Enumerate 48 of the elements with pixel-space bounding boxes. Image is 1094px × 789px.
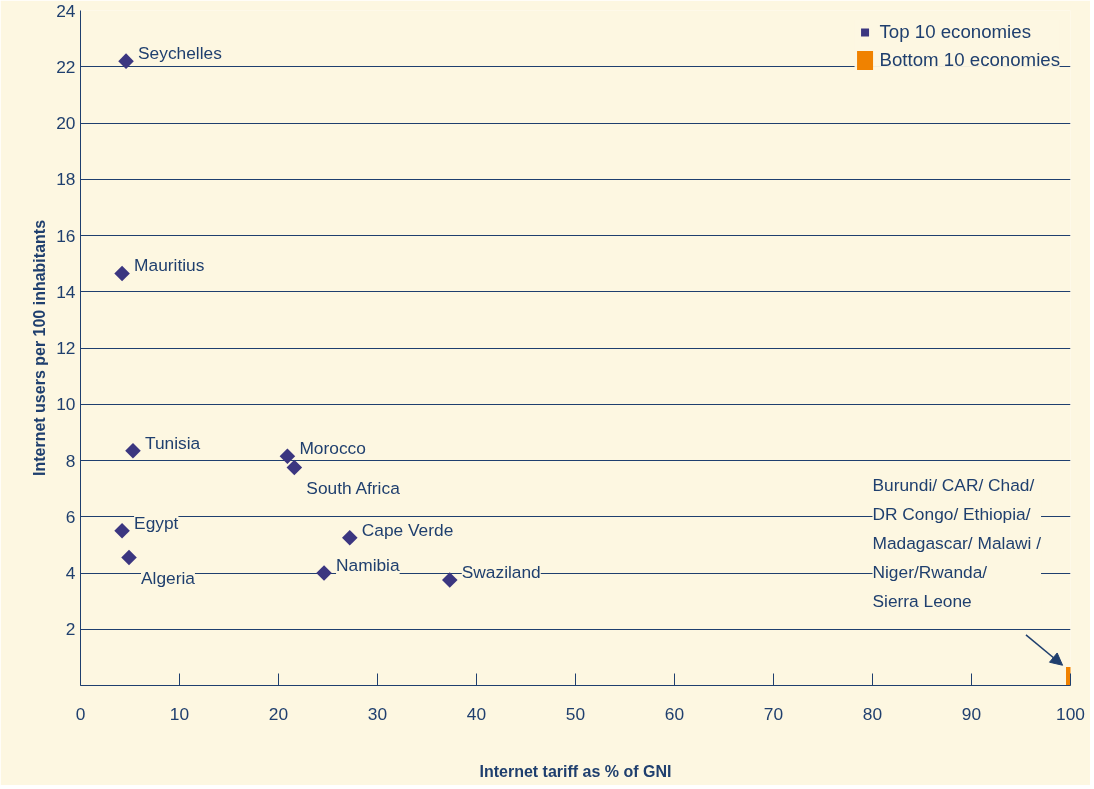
x-tick-label: 30 xyxy=(367,703,388,724)
annotation: South Africa xyxy=(306,477,401,498)
annotation: Cape Verde xyxy=(361,519,454,540)
x-tick-label: 70 xyxy=(763,703,784,724)
y-tick-label: 14 xyxy=(56,281,76,302)
annotation: Seychelles xyxy=(138,43,223,64)
y-tick-label: 24 xyxy=(56,0,76,21)
point xyxy=(125,442,141,459)
point xyxy=(114,265,130,282)
x-tick-label: 60 xyxy=(664,703,685,724)
legend-label: Bottom 10 economies xyxy=(879,49,1060,71)
y-axis-title: Internet users per 100 inhabitants xyxy=(31,219,49,477)
y-tick-label: 22 xyxy=(56,56,76,77)
y-tick-label: 12 xyxy=(56,338,76,358)
annotation: Namibia xyxy=(336,555,400,575)
legend-label: Top 10 economies xyxy=(879,21,1031,43)
point xyxy=(316,565,332,581)
annotation: Burundi/ CAR/ Chad/ DR Congo/ Ethiopia/ Madagascar/ Malawi / Niger/Rwanda/ Sierra Leone xyxy=(872,475,1042,612)
x-tick-label: 10 xyxy=(169,703,190,724)
annotation: Swaziland xyxy=(461,562,541,583)
y-tick-label: 2 xyxy=(65,619,76,640)
y-tick-label: 20 xyxy=(56,113,76,133)
y-tick-label: 6 xyxy=(65,506,76,527)
annotation: Algeria xyxy=(141,567,196,588)
point xyxy=(121,549,137,566)
point xyxy=(441,572,458,588)
x-tick-label: 0 xyxy=(75,703,86,724)
point xyxy=(118,53,134,69)
x-tick-label: 80 xyxy=(862,703,883,724)
annotation: Egypt xyxy=(134,512,179,533)
x-tick-label: 100 xyxy=(1056,703,1085,724)
x-tick-label: 20 xyxy=(268,703,289,724)
y-tick-label: 4 xyxy=(65,563,76,583)
y-tick-label: 18 xyxy=(56,169,76,190)
annotation: Tunisia xyxy=(144,432,201,453)
x-tick-label: 40 xyxy=(466,703,487,724)
x-axis-title: Internet tariff as % of GNI xyxy=(479,762,672,780)
annotation: Mauritius xyxy=(134,255,205,276)
x-tick-label: 50 xyxy=(565,703,586,724)
x-tick-label: 90 xyxy=(961,703,982,724)
point xyxy=(279,448,296,465)
annotation: Morocco xyxy=(299,438,366,459)
y-tick-label: 16 xyxy=(56,225,76,246)
point xyxy=(342,530,358,546)
point xyxy=(286,459,303,476)
y-tick-label: 8 xyxy=(65,450,76,471)
point xyxy=(114,523,130,539)
y-tick-label: 10 xyxy=(56,394,76,415)
